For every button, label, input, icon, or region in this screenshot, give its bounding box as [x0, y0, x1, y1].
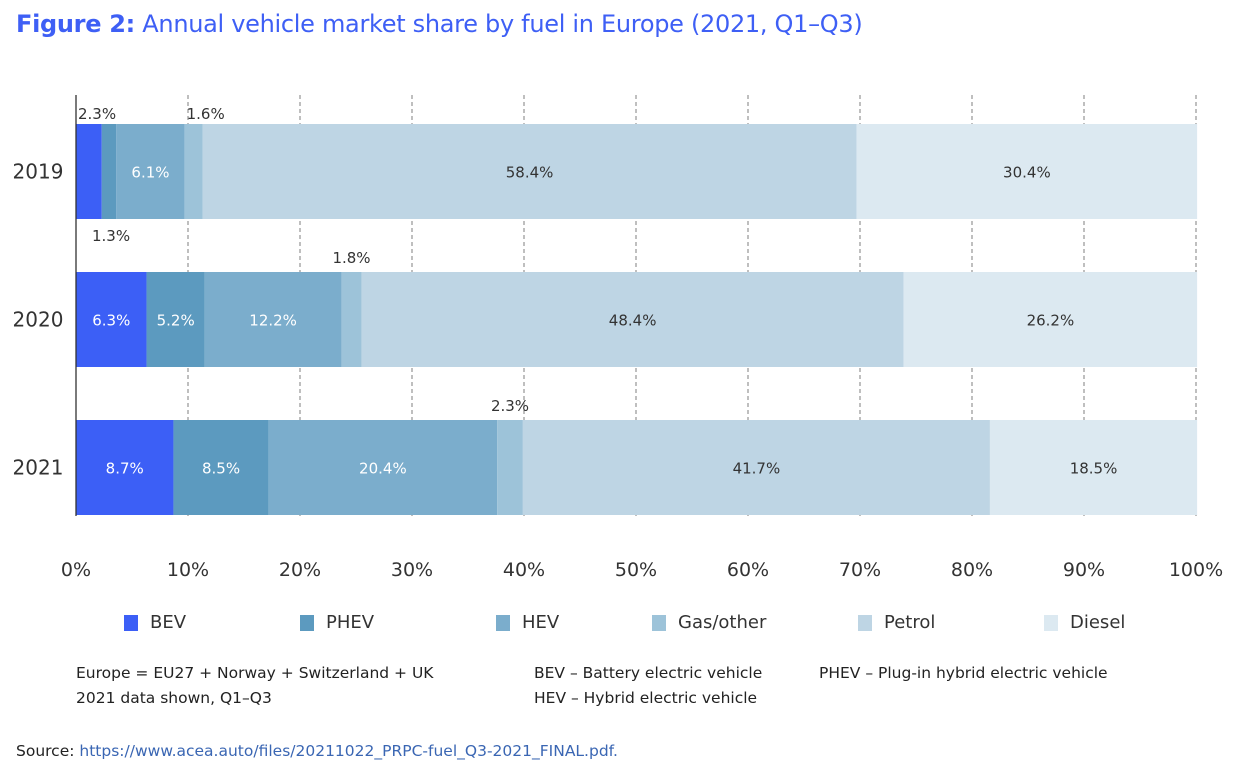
bar-segment-bev: [76, 124, 102, 219]
bar-segment-diesel: [989, 420, 1198, 515]
bar-segment-bev: [76, 272, 147, 367]
legend-swatch: [300, 614, 314, 631]
bar-segment-bev: [76, 420, 174, 515]
y-category-label: 2020: [13, 308, 64, 332]
bar-segment-petrol: [522, 420, 990, 515]
legend-label: BEV: [150, 612, 187, 633]
figure-number: Figure 2:: [16, 10, 135, 38]
y-axis-categories: 2019 2020 2021: [13, 160, 64, 480]
source-link[interactable]: https://www.acea.auto/files/20211022_PRP…: [79, 742, 618, 760]
x-tick-label: 0%: [61, 559, 91, 581]
bar-segment-petrol: [202, 124, 857, 219]
legend-label: PHEV: [326, 612, 375, 633]
data-label: 20.4%: [359, 460, 407, 478]
data-label: 26.2%: [1027, 312, 1075, 330]
data-label: 2.3%: [78, 105, 116, 123]
data-label: 30.4%: [1003, 164, 1051, 182]
x-tick-label: 90%: [1063, 559, 1105, 581]
data-label: 1.3%: [92, 227, 130, 245]
figure-title: Figure 2: Annual vehicle market share by…: [16, 10, 863, 38]
legend-swatch: [858, 614, 872, 631]
bars: [76, 124, 1198, 515]
note-phev-definition: PHEV – Plug-in hybrid electric vehicle: [819, 664, 1108, 682]
data-labels: 2.3% 1.3% 6.1% 1.6% 58.4% 30.4% 6.3% 5.2% 12.2% 1…: [78, 105, 1117, 478]
legend-label: Diesel: [1070, 612, 1126, 633]
note-europe-definition: Europe = EU27 + Norway + Switzerland + U…: [76, 664, 434, 682]
data-label: 8.5%: [202, 460, 240, 478]
legend: BEV PHEV HEV Gas/other Petrol Diesel: [0, 612, 1236, 636]
data-label: 18.5%: [1070, 460, 1118, 478]
data-label: 12.2%: [249, 312, 297, 330]
note-hev-definition: HEV – Hybrid electric vehicle: [534, 689, 758, 707]
data-label: 1.6%: [187, 105, 225, 123]
source-line: Source: https://www.acea.auto/files/2021…: [16, 742, 618, 760]
x-tick-label: 10%: [167, 559, 209, 581]
x-tick-label: 20%: [279, 559, 321, 581]
legend-label: Gas/other: [678, 612, 767, 633]
x-tick-label: 30%: [391, 559, 433, 581]
data-label: 6.1%: [131, 164, 169, 182]
bar-segment-gas-other: [341, 272, 362, 367]
x-tick-label: 70%: [839, 559, 881, 581]
x-axis-ticks: 0% 10% 20% 30% 40% 50% 60% 70% 80% 90% 100%: [61, 559, 1223, 581]
y-category-label: 2021: [13, 456, 64, 480]
bar-segment-gas-other: [497, 420, 523, 515]
bar-segment-hev: [204, 272, 342, 367]
note-bev-definition: BEV – Battery electric vehicle: [534, 664, 763, 682]
legend-item: Gas/other: [652, 612, 766, 633]
legend-swatch: [124, 614, 138, 631]
legend-label: Petrol: [884, 612, 936, 633]
legend-item: HEV: [496, 612, 559, 633]
legend-item: BEV: [124, 612, 186, 633]
x-tick-label: 80%: [951, 559, 993, 581]
data-label: 6.3%: [92, 312, 130, 330]
x-tick-label: 50%: [615, 559, 657, 581]
data-label: 2.3%: [491, 397, 529, 415]
bar-segment-diesel: [903, 272, 1198, 367]
note-data-shown: 2021 data shown, Q1–Q3: [76, 689, 272, 707]
data-label: 41.7%: [733, 460, 781, 478]
stacked-bar-chart: 2.3% 1.3% 6.1% 1.6% 58.4% 30.4% 6.3% 5.2% 12.2% 1…: [13, 95, 1223, 581]
x-tick-label: 40%: [503, 559, 545, 581]
x-tick-label: 100%: [1169, 559, 1223, 581]
x-tick-label: 60%: [727, 559, 769, 581]
data-label: 58.4%: [506, 164, 554, 182]
legend-swatch: [496, 614, 510, 631]
bar-segment-petrol: [361, 272, 904, 367]
legend-item: Diesel: [1044, 612, 1125, 633]
y-category-label: 2019: [13, 160, 64, 184]
bar-segment-phev: [101, 124, 117, 219]
data-label: 8.7%: [106, 460, 144, 478]
legend-item: Petrol: [858, 612, 935, 633]
figure-title-text: Annual vehicle market share by fuel in E…: [142, 10, 863, 38]
data-label: 1.8%: [332, 249, 370, 267]
data-label: 5.2%: [157, 312, 195, 330]
bar-segment-diesel: [856, 124, 1198, 219]
legend-swatch: [652, 614, 666, 631]
legend-swatch: [1044, 614, 1058, 631]
legend-label: HEV: [522, 612, 560, 633]
bar-segment-hev: [116, 124, 185, 219]
data-label: 48.4%: [609, 312, 657, 330]
bar-segment-phev: [173, 420, 269, 515]
source-label: Source:: [16, 742, 75, 760]
bar-segment-hev: [268, 420, 498, 515]
legend-item: PHEV: [300, 612, 374, 633]
bar-segment-gas-other: [184, 124, 203, 219]
bar-segment-phev: [146, 272, 205, 367]
